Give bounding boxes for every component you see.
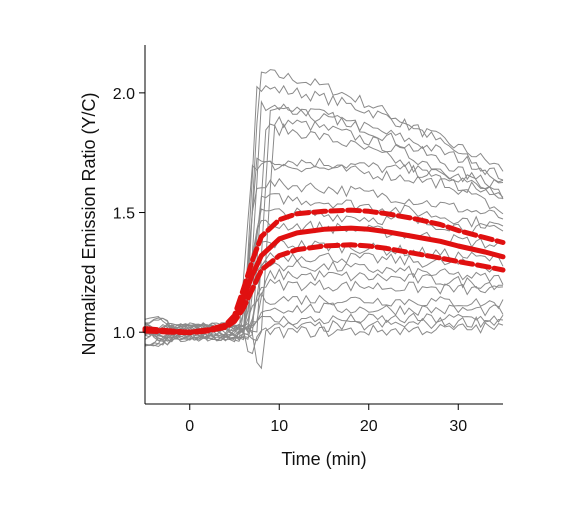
x-tick-label: 10 [270, 418, 288, 435]
y-tick-label: 1.5 [113, 206, 135, 223]
x-tick-label: 20 [360, 418, 378, 435]
x-ticks: 0 10 20 30 [185, 404, 467, 435]
trace-line [144, 207, 504, 341]
trace-line [144, 315, 504, 370]
y-ticks: 1.0 1.5 2.0 [113, 86, 145, 342]
individual-traces [144, 69, 504, 370]
x-tick-label: 0 [185, 418, 194, 435]
trace-line [144, 123, 504, 341]
trace-line [144, 312, 504, 343]
y-axis-label: Normalized Emission Ratio (Y/C) [79, 92, 99, 355]
trace-line [144, 219, 504, 341]
trace-line [144, 157, 504, 346]
lower-ci-line [142, 242, 506, 336]
trace-line [144, 292, 504, 341]
trace-line [144, 160, 504, 340]
x-tick-label: 30 [449, 418, 467, 435]
x-axis-label: Time (min) [281, 449, 366, 469]
y-tick-label: 1.0 [113, 325, 135, 342]
trace-line [144, 321, 504, 355]
axes [144, 45, 503, 405]
mean-and-ci-series [142, 207, 506, 336]
trace-line [144, 69, 504, 346]
y-tick-label: 2.0 [113, 86, 135, 103]
